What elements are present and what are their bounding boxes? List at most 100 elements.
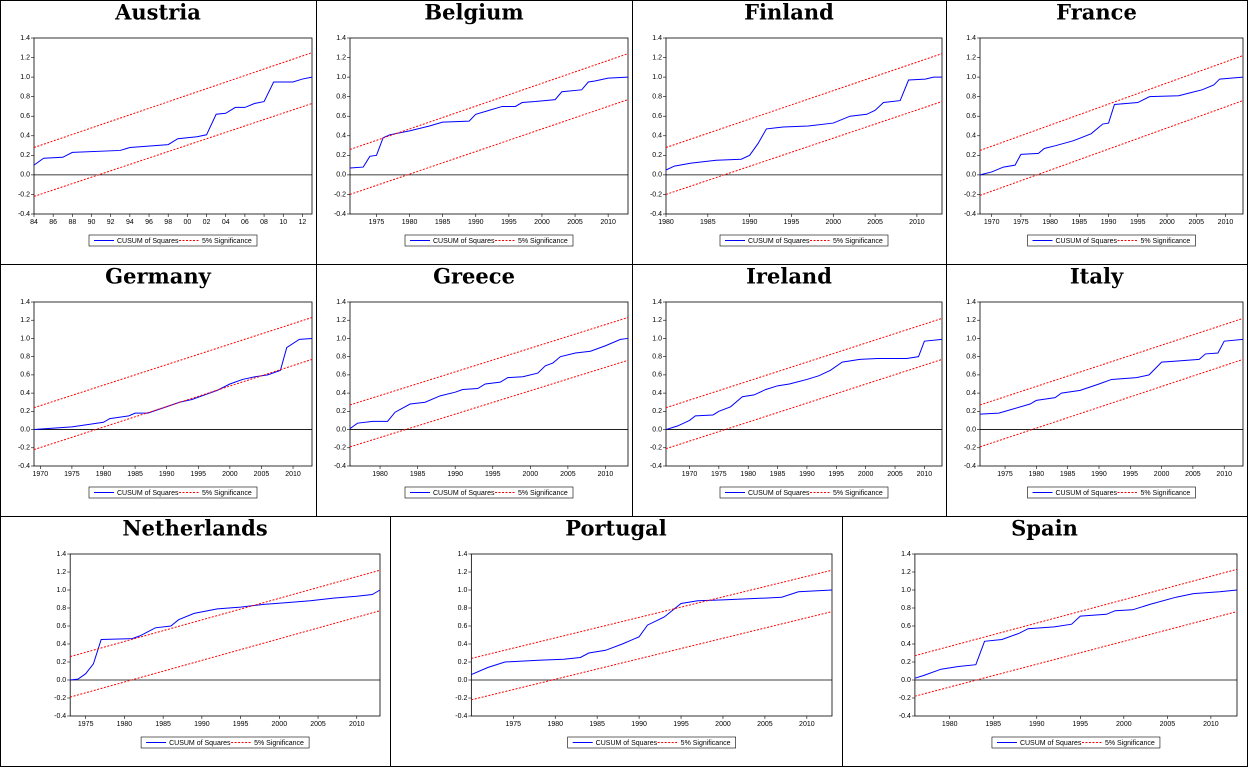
y-tick-label: 0.4 (336, 390, 346, 397)
x-tick-label: 2000 (222, 471, 238, 478)
x-tick-label: 1980 (372, 471, 388, 478)
y-tick-label: 0.8 (966, 94, 976, 101)
legend-label: 5% Significance (833, 490, 883, 497)
plot-frame (69, 553, 381, 717)
y-tick-label: 0.4 (901, 641, 911, 648)
x-tick-label: 2010 (1203, 721, 1219, 728)
y-tick-label: 1.4 (966, 35, 976, 42)
y-tick-label: 1.2 (966, 54, 976, 61)
y-tick-label: 0.6 (20, 372, 30, 379)
x-tick-label: 2005 (867, 219, 883, 226)
y-tick-label: 0.4 (336, 133, 346, 140)
y-tick-label: 0.0 (901, 677, 911, 684)
lower-bound (665, 358, 943, 450)
x-tick-label: 1970 (33, 471, 49, 478)
x-tick-label: 2005 (1160, 721, 1176, 728)
x-tick-label: 1975 (369, 219, 385, 226)
x-tick-label: 2000 (523, 471, 539, 478)
chart-title: Finland (744, 0, 834, 25)
y-tick-label: 0.4 (966, 133, 976, 140)
cell-border (0, 0, 317, 265)
y-tick-label: 0.8 (458, 605, 468, 612)
x-tick-label: 1990 (1091, 471, 1107, 478)
y-tick-label: 0.6 (966, 372, 976, 379)
x-tick-label: 2000 (1116, 721, 1132, 728)
x-tick-label: 1975 (1013, 219, 1029, 226)
x-tick-label: 2010 (1218, 219, 1234, 226)
y-tick-label: 0.6 (652, 372, 662, 379)
x-tick-label: 1990 (447, 471, 463, 478)
x-tick-label: 1990 (468, 219, 484, 226)
x-tick-label: 2000 (1154, 471, 1170, 478)
x-tick-label: 1995 (673, 721, 689, 728)
x-tick-label: 86 (49, 219, 57, 226)
y-tick-label: -0.4 (899, 713, 911, 720)
x-tick-label: 1995 (1073, 721, 1089, 728)
x-tick-label: 1995 (829, 471, 845, 478)
y-tick-label: 0.8 (652, 94, 662, 101)
x-tick-label: 1995 (501, 219, 517, 226)
y-tick-label: 1.0 (652, 74, 662, 81)
legend-box (404, 486, 574, 499)
x-tick-label: 04 (222, 219, 230, 226)
legend-label: CUSUM of Squares (433, 490, 495, 497)
y-tick-label: 0.2 (966, 152, 976, 159)
lower-bound (914, 611, 1238, 697)
y-tick-label: 1.2 (966, 317, 976, 324)
chart-title: Italy (1070, 264, 1124, 289)
y-tick-label: 1.4 (336, 35, 346, 42)
y-tick-label: 1.4 (652, 299, 662, 306)
legend-label: CUSUM of Squares (1056, 238, 1118, 245)
y-tick-label: 0.8 (20, 354, 30, 361)
x-tick-label: 02 (203, 219, 211, 226)
legend-box (404, 234, 574, 247)
legend-label: 5% Significance (202, 238, 252, 245)
y-tick-label: 0.6 (20, 113, 30, 120)
y-tick-label: 1.0 (901, 587, 911, 594)
x-tick-label: 1980 (402, 219, 418, 226)
upper-bound (979, 317, 1244, 406)
legend-label: 5% Significance (1105, 740, 1155, 747)
y-tick-label: -0.4 (964, 463, 976, 470)
x-tick-label: 2000 (858, 471, 874, 478)
x-tick-label: 1985 (155, 721, 171, 728)
plot-frame (349, 301, 629, 467)
y-tick-label: 0.4 (652, 133, 662, 140)
legend-label: CUSUM of Squares (1056, 490, 1118, 497)
y-tick-label: 1.0 (20, 335, 30, 342)
y-tick-label: -0.4 (650, 211, 662, 218)
x-tick-label: 1990 (1029, 721, 1045, 728)
x-tick-label: 1985 (770, 471, 786, 478)
cusum-line (471, 589, 833, 676)
y-tick-label: 0.8 (56, 605, 66, 612)
y-tick-label: 0.8 (336, 94, 346, 101)
x-tick-label: 1980 (1042, 219, 1058, 226)
legend-label: 5% Significance (833, 238, 883, 245)
y-tick-label: -0.4 (455, 713, 467, 720)
x-tick-label: 06 (241, 219, 249, 226)
legend-label: 5% Significance (1141, 490, 1191, 497)
x-tick-label: 2010 (917, 471, 933, 478)
x-tick-label: 1970 (682, 471, 698, 478)
x-tick-label: 1980 (547, 721, 563, 728)
y-tick-label: -0.4 (18, 211, 30, 218)
legend-box (719, 234, 889, 247)
x-tick-label: 1985 (985, 721, 1001, 728)
upper-bound (471, 569, 833, 659)
y-tick-label: -0.2 (334, 191, 346, 198)
y-tick-label: 0.2 (966, 408, 976, 415)
upper-bound (33, 52, 313, 148)
y-tick-label: 0.2 (901, 659, 911, 666)
plot-frame (33, 37, 313, 215)
lower-bound (665, 101, 943, 195)
y-tick-label: 1.2 (336, 317, 346, 324)
x-tick-label: 1970 (984, 219, 1000, 226)
chart-title: France (1056, 0, 1137, 25)
y-tick-label: 0.8 (20, 94, 30, 101)
chart-title: Belgium (424, 0, 523, 25)
upper-bound (979, 55, 1244, 151)
x-tick-label: 1980 (942, 721, 958, 728)
legend-box (567, 736, 736, 749)
legend-label: CUSUM of Squares (433, 238, 495, 245)
x-tick-label: 88 (68, 219, 76, 226)
